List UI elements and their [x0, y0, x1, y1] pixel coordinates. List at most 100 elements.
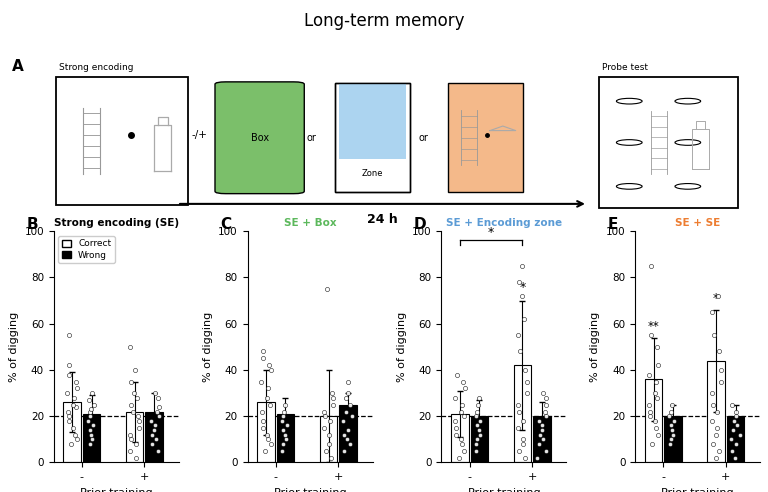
Point — [276, 417, 288, 425]
Point — [343, 378, 355, 386]
Point — [85, 389, 98, 397]
Point — [706, 389, 718, 397]
Point — [67, 424, 79, 432]
Point — [457, 378, 469, 386]
Point — [326, 389, 338, 397]
Text: D: D — [414, 217, 426, 232]
Point — [708, 332, 720, 339]
Point — [731, 422, 743, 430]
Point — [733, 431, 746, 439]
Text: A: A — [12, 59, 24, 74]
Point — [280, 422, 293, 430]
Point — [67, 400, 79, 408]
Point — [519, 366, 531, 374]
Point — [327, 400, 339, 408]
Point — [262, 435, 274, 443]
Point — [449, 417, 462, 425]
Point — [65, 440, 77, 448]
Point — [280, 435, 292, 443]
Point — [541, 412, 553, 420]
Point — [84, 440, 96, 448]
Bar — [83, 414, 101, 462]
Point — [458, 447, 471, 455]
Point — [319, 412, 332, 420]
Point — [277, 412, 290, 420]
Point — [519, 454, 531, 462]
Point — [338, 447, 350, 455]
Point — [515, 292, 528, 300]
Point — [450, 431, 462, 439]
Point — [82, 396, 94, 404]
Point — [84, 426, 96, 434]
Point — [149, 389, 161, 397]
Point — [86, 435, 98, 443]
Bar — [145, 412, 163, 462]
Point — [474, 417, 486, 425]
Point — [87, 422, 99, 430]
Point — [63, 332, 75, 339]
Bar — [64, 402, 81, 462]
Point — [648, 417, 660, 425]
Point — [61, 389, 74, 397]
X-axis label: Prior training: Prior training — [80, 488, 153, 492]
FancyBboxPatch shape — [335, 84, 410, 192]
Point — [471, 422, 483, 430]
Point — [650, 424, 662, 432]
X-axis label: Prior training: Prior training — [274, 488, 346, 492]
Text: B: B — [26, 217, 38, 232]
Point — [455, 435, 467, 443]
FancyBboxPatch shape — [215, 82, 304, 194]
Point — [715, 366, 727, 374]
Point — [153, 412, 165, 420]
Point — [256, 408, 268, 416]
Point — [730, 412, 742, 420]
Point — [540, 400, 552, 408]
Point — [327, 394, 339, 401]
Y-axis label: % of digging: % of digging — [203, 312, 213, 382]
Point — [471, 435, 483, 443]
Point — [152, 447, 164, 455]
Point — [649, 389, 661, 397]
FancyBboxPatch shape — [448, 84, 523, 192]
Point — [257, 347, 269, 355]
Point — [148, 422, 161, 430]
Bar — [451, 414, 468, 462]
Point — [710, 431, 723, 439]
Point — [712, 292, 724, 300]
Text: E: E — [607, 217, 618, 232]
Point — [513, 447, 525, 455]
Point — [537, 389, 549, 397]
Point — [146, 440, 158, 448]
Point — [469, 412, 482, 420]
Point — [714, 378, 727, 386]
Bar — [257, 402, 275, 462]
Point — [84, 408, 97, 416]
Point — [450, 424, 462, 432]
Point — [471, 408, 483, 416]
Point — [326, 454, 338, 462]
Point — [338, 431, 350, 439]
Point — [259, 447, 271, 455]
Point — [319, 447, 332, 455]
Point — [531, 454, 543, 462]
Point — [130, 440, 142, 448]
Point — [512, 278, 525, 286]
Point — [643, 370, 655, 378]
Point — [63, 362, 75, 369]
Point — [455, 408, 467, 416]
Point — [713, 347, 726, 355]
Point — [125, 435, 137, 443]
Point — [517, 435, 529, 443]
Point — [511, 424, 524, 432]
Point — [472, 400, 484, 408]
Point — [124, 447, 137, 455]
Point — [279, 400, 291, 408]
Bar — [514, 366, 531, 462]
X-axis label: Prior training: Prior training — [661, 488, 734, 492]
Point — [342, 426, 354, 434]
Bar — [727, 416, 744, 462]
Point — [710, 454, 722, 462]
Point — [664, 440, 676, 448]
Point — [518, 417, 530, 425]
Point — [534, 431, 546, 439]
